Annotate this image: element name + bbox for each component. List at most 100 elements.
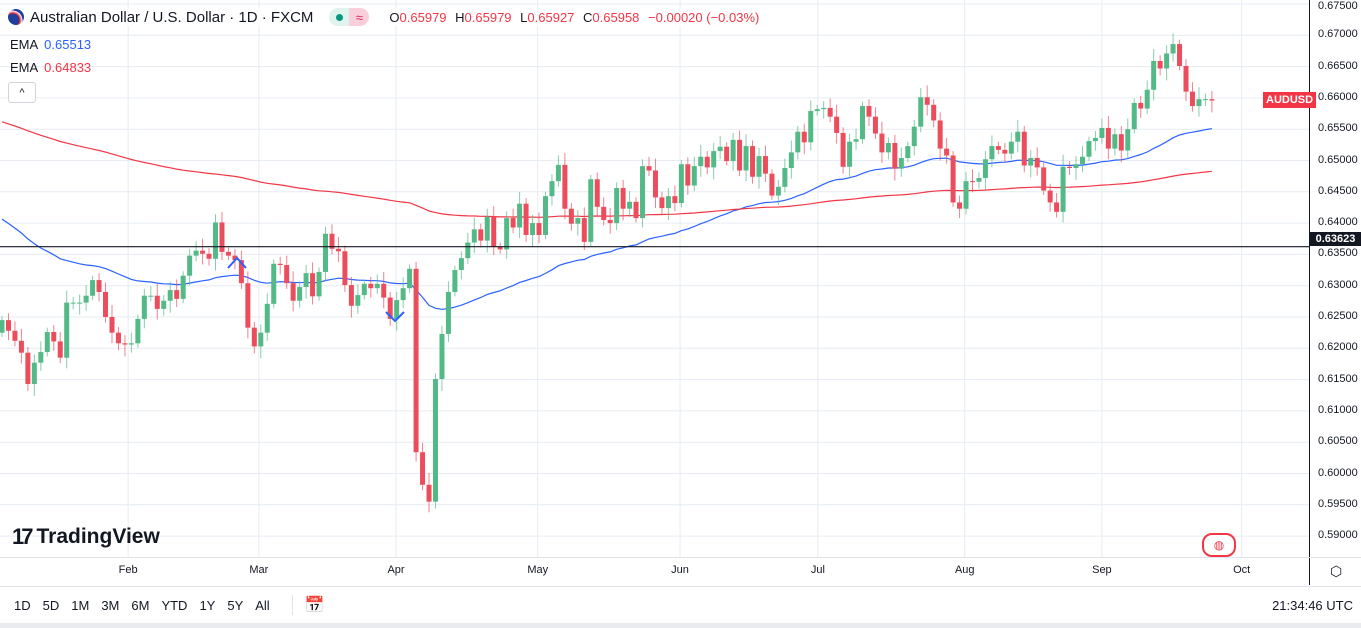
candle-down (1209, 99, 1215, 101)
symbol-title[interactable]: Australian Dollar / U.S. Dollar · 1D · F… (30, 8, 314, 26)
candle-up (711, 151, 717, 168)
ema-slow-legend[interactable]: EMA 0.64833 (10, 60, 92, 75)
candle-down (970, 181, 975, 183)
clock[interactable]: 21:34:46 UTC (1272, 597, 1353, 613)
range-button-3m[interactable]: 3M (101, 597, 120, 613)
candle-down (1041, 167, 1047, 191)
compare-icon[interactable]: ≈ (349, 8, 370, 26)
candle-up (775, 186, 781, 196)
candle-down (581, 218, 587, 242)
candle-up (187, 255, 193, 276)
range-button-1m[interactable]: 1M (71, 597, 90, 613)
ema-fast-value: 0.65513 (44, 37, 92, 52)
candle-up (743, 146, 749, 171)
candle-up (400, 288, 406, 301)
candle-up (1125, 129, 1131, 151)
candle-down (420, 452, 426, 485)
candle-up (911, 126, 917, 147)
range-button-1d[interactable]: 1D (14, 597, 31, 613)
ema-fast-line (1, 128, 1212, 310)
candle-up (484, 216, 490, 241)
price-tick-label: 0.61500 (1318, 372, 1358, 385)
candle-up (555, 164, 561, 182)
candle-down (620, 188, 626, 209)
flag-globe-icon[interactable]: ◍ (1202, 533, 1236, 557)
candle-down (1189, 91, 1195, 107)
candle-up (1079, 156, 1085, 165)
range-button-1y[interactable]: 1Y (199, 597, 216, 613)
ema-fast-legend[interactable]: EMA 0.65513 (10, 37, 92, 52)
price-tick-label: 0.60500 (1318, 435, 1358, 448)
candle-down (594, 179, 600, 207)
candle-down (633, 201, 639, 219)
open-value: 0.65979 (399, 9, 447, 25)
candle-up (271, 263, 277, 304)
price-chart[interactable] (0, 0, 1309, 557)
candle-down (51, 332, 57, 342)
range-button-5y[interactable]: 5Y (227, 597, 244, 613)
candle-down (342, 251, 348, 286)
calendar-icon[interactable]: 📅 (291, 595, 325, 615)
candle-down (950, 155, 956, 203)
candle-up (316, 271, 322, 297)
candle-down (931, 104, 937, 121)
candle-down (1002, 149, 1008, 154)
candle-up (193, 250, 199, 256)
bottom-toolbar: 1D 5D 1M 3M 6M YTD 1Y 5Y All 📅 21:34:46 UTC (0, 586, 1361, 623)
candle-up (458, 258, 464, 271)
candle-down (478, 229, 484, 241)
candle-down (750, 146, 756, 177)
range-button-all[interactable]: All (255, 597, 270, 613)
candle-up (180, 275, 186, 299)
candle-up (31, 362, 37, 384)
candle-up (64, 302, 70, 358)
candle-up (258, 332, 264, 347)
chevron-up-icon: ^ (19, 86, 25, 99)
collapse-legend-button[interactable]: ^ (8, 82, 36, 103)
candle-up (361, 283, 367, 296)
candle-up (439, 333, 445, 379)
candle-down (335, 248, 341, 252)
candle-up (575, 218, 581, 224)
candle-down (310, 273, 316, 297)
candle-up (788, 152, 794, 169)
candle-down (995, 146, 1001, 150)
price-tick-label: 0.67500 (1318, 0, 1358, 12)
chart-legend-header: Australian Dollar / U.S. Dollar · 1D · F… (8, 8, 765, 26)
time-tick-label: May (527, 564, 549, 576)
candle-up (374, 283, 380, 289)
candle-down (892, 142, 898, 169)
candle-up (445, 291, 451, 334)
price-tick-label: 0.67000 (1318, 28, 1358, 41)
candle-up (465, 242, 471, 259)
candle-down (200, 250, 206, 254)
crosshair-price-label: 0.63623 (1310, 232, 1361, 246)
candle-down (413, 268, 419, 453)
candle-up (1196, 99, 1202, 107)
candle-down (879, 133, 885, 153)
tradingview-logo[interactable]: 17 TradingView (12, 524, 160, 549)
candle-down (426, 484, 432, 502)
scrollbar[interactable] (0, 623, 1361, 628)
candle-up (795, 131, 801, 153)
time-tick-label: Aug (954, 564, 975, 576)
candle-down (1157, 60, 1163, 69)
candle-up (90, 280, 96, 296)
market-status-pill[interactable]: ≈ (329, 8, 370, 26)
chart-settings-icon[interactable]: ⬡ (1330, 563, 1343, 579)
candle-up (141, 295, 147, 319)
range-button-5d[interactable]: 5D (42, 597, 60, 613)
candle-down (652, 170, 658, 198)
candle-down (122, 343, 128, 345)
range-button-ytd[interactable]: YTD (161, 597, 188, 613)
range-button-6m[interactable]: 6M (131, 597, 150, 613)
candle-down (1177, 44, 1183, 66)
time-tick-label: Sep (1092, 564, 1112, 576)
candle-up (167, 290, 173, 301)
high-value: 0.65979 (464, 9, 512, 25)
candle-up (782, 168, 788, 187)
candle-down (238, 260, 244, 284)
candle-down (368, 283, 374, 289)
candle-up (1086, 141, 1092, 157)
candle-up (128, 343, 134, 345)
